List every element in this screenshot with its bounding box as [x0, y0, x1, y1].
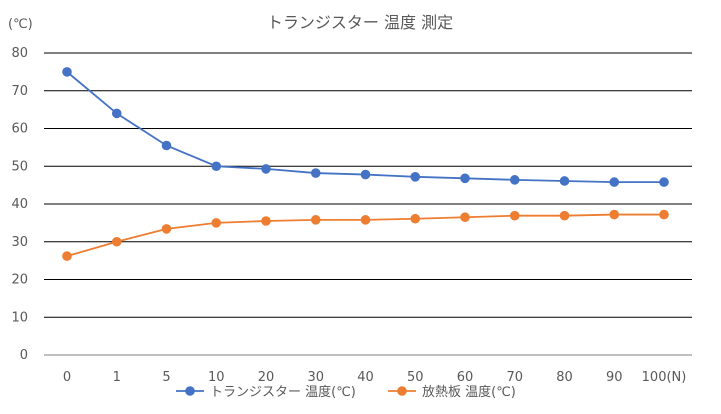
data-point-heatsink	[111, 236, 122, 247]
y-tick-label: 30	[11, 235, 28, 250]
data-point-heatsink	[161, 224, 172, 234]
legend-marker-transistor	[185, 386, 195, 396]
data-point-transistor	[659, 177, 669, 187]
axis-layer: 0 10 20 30 40 50 60 70 80 0 1 5 10 20 30 40 50 60 70 80 90 10…	[11, 46, 686, 385]
y-tick-label: 80	[11, 46, 28, 61]
data-point-transistor	[211, 161, 222, 172]
data-point-transistor	[360, 169, 371, 180]
x-tick-label: 80	[556, 370, 573, 385]
x-tick-label: 90	[606, 370, 623, 385]
data-point-heatsink	[310, 215, 321, 225]
data-point-heatsink	[62, 251, 72, 261]
legend-label-heatsink: 放熱板 温度(℃)	[422, 384, 516, 400]
series-line-transistor	[66, 71, 664, 184]
data-point-heatsink	[609, 209, 620, 220]
chart-title: トランジスター 温度 測定	[267, 13, 453, 32]
data-point-heatsink	[559, 210, 570, 221]
legend-marker-heatsink	[397, 386, 407, 396]
data-point-heatsink	[211, 218, 222, 228]
y-tick-label: 40	[11, 197, 28, 212]
data-point-heatsink	[360, 215, 371, 225]
x-tick-label: 30	[307, 370, 324, 385]
data-point-transistor	[111, 108, 122, 119]
y-tick-label: 70	[11, 84, 28, 99]
x-tick-label: 1	[113, 370, 121, 385]
data-point-heatsink	[460, 212, 470, 223]
data-point-transistor	[460, 173, 470, 184]
x-tick-label: 40	[357, 370, 374, 385]
data-point-transistor	[261, 164, 271, 174]
x-tick-label: 0	[63, 370, 71, 385]
data-point-heatsink	[261, 216, 271, 226]
legend: トランジスター 温度(℃) 放熱板 温度(℃)	[176, 384, 516, 400]
y-tick-label: 0	[20, 348, 28, 363]
x-tick-label: 60	[457, 370, 474, 385]
data-point-transistor	[559, 176, 570, 186]
grid-layer	[44, 52, 692, 356]
data-point-transistor	[509, 175, 520, 185]
data-point-heatsink	[509, 210, 520, 221]
x-tick-label: 5	[162, 370, 170, 385]
y-axis-unit-label: (℃)	[8, 17, 33, 32]
data-point-transistor	[410, 172, 421, 182]
y-tick-label: 50	[11, 159, 28, 174]
y-tick-label: 20	[11, 273, 28, 288]
data-point-transistor	[310, 168, 321, 178]
series-layer	[62, 67, 669, 261]
y-tick-label: 60	[11, 122, 28, 137]
x-tick-label: 20	[258, 370, 275, 385]
x-tick-label: 100(N)	[642, 370, 687, 385]
data-point-transistor	[609, 177, 620, 187]
x-tick-label: 70	[506, 370, 523, 385]
y-tick-label: 10	[11, 310, 28, 325]
x-tick-label: 10	[208, 370, 225, 385]
legend-label-transistor: トランジスター 温度(℃)	[210, 384, 356, 400]
data-point-transistor	[161, 140, 172, 151]
data-point-transistor	[62, 67, 72, 77]
x-tick-label: 50	[407, 370, 424, 385]
data-point-heatsink	[659, 209, 669, 220]
data-point-heatsink	[410, 213, 421, 224]
